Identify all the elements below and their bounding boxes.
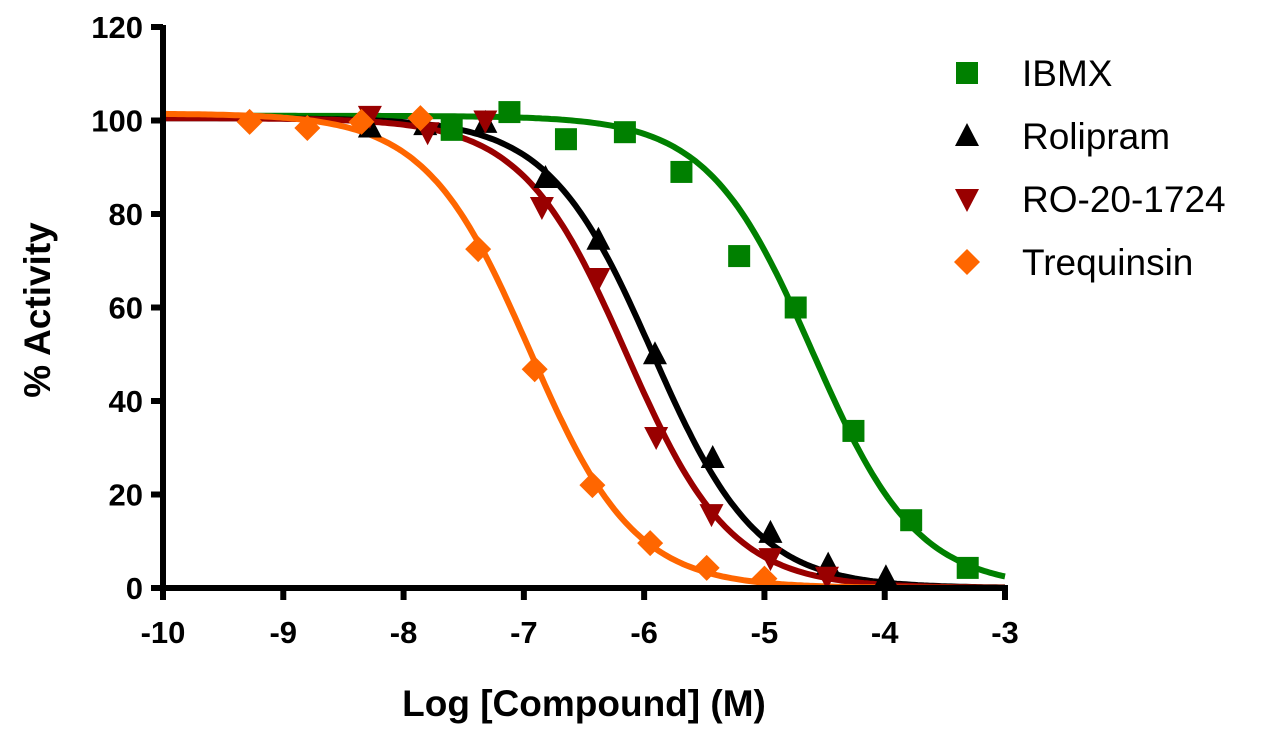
data-point-rolipram xyxy=(586,226,611,250)
fit-curve-trequinsin xyxy=(163,110,1005,591)
data-point-rolipram xyxy=(873,564,898,588)
y-tick-label: 20 xyxy=(109,478,143,513)
y-tick-label: 40 xyxy=(109,384,143,419)
y-tick-label: 80 xyxy=(109,197,143,232)
fit-curves xyxy=(163,110,1006,591)
legend-label-rolipram: Rolipram xyxy=(1022,116,1170,157)
legend: IBMX Rolipram RO-20-1724 Trequinsin xyxy=(954,53,1226,283)
y-tick-label: 60 xyxy=(109,291,143,326)
data-point-rolipram xyxy=(758,519,783,543)
x-tick-label: -7 xyxy=(510,615,538,650)
data-point-ibmx xyxy=(498,101,521,124)
data-point-ibmx xyxy=(554,128,577,151)
data-point-ibmx xyxy=(956,556,979,579)
legend-label-ro-20-1724: RO-20-1724 xyxy=(1022,179,1226,220)
x-tick-label: -10 xyxy=(141,615,186,650)
legend-marker-ro-20-1724 xyxy=(955,189,979,212)
data-point-ibmx xyxy=(613,121,636,144)
x-tick-label: -8 xyxy=(390,615,418,650)
x-tick-label: -9 xyxy=(269,615,297,650)
data-point-ibmx xyxy=(440,118,463,141)
y-tick-label: 100 xyxy=(91,104,143,139)
x-axis-label: Log [Compound] (M) xyxy=(402,683,766,724)
data-point-trequinsin xyxy=(465,236,492,263)
y-tick-label: 120 xyxy=(91,10,143,45)
fit-curve-rolipram xyxy=(163,115,1005,591)
data-point-ibmx xyxy=(900,509,923,532)
data-point-trequinsin xyxy=(236,108,263,135)
legend-label-trequinsin: Trequinsin xyxy=(1022,242,1193,283)
x-tick-label: -6 xyxy=(630,615,658,650)
data-point-ibmx xyxy=(728,245,751,268)
data-point-trequinsin xyxy=(579,472,606,499)
legend-marker-ibmx xyxy=(956,62,978,84)
data-point-trequinsin xyxy=(294,114,321,141)
data-point-trequinsin xyxy=(693,554,720,581)
data-point-trequinsin xyxy=(521,356,548,383)
data-point-ro-20-1724 xyxy=(586,268,611,292)
y-tick-label: 0 xyxy=(126,571,143,606)
data-point-ibmx xyxy=(842,419,865,442)
fit-curve-ibmx xyxy=(163,112,1006,580)
data-point-ro-20-1724 xyxy=(814,566,839,590)
data-point-rolipram xyxy=(642,341,667,365)
data-point-ibmx xyxy=(784,296,807,319)
fit-curve-ro-20-1724 xyxy=(163,115,1006,591)
data-point-ro-20-1724 xyxy=(758,548,783,572)
data-point-trequinsin xyxy=(637,530,664,557)
data-points xyxy=(236,101,979,592)
x-tick-label: -3 xyxy=(991,615,1019,650)
data-point-ro-20-1724 xyxy=(473,110,498,134)
y-axis-label: % Activity xyxy=(17,222,58,398)
legend-marker-rolipram xyxy=(955,123,979,146)
data-point-ibmx xyxy=(670,160,693,183)
x-tick-label: -5 xyxy=(751,615,779,650)
legend-label-ibmx: IBMX xyxy=(1022,53,1112,94)
data-point-rolipram xyxy=(700,445,725,469)
data-point-ro-20-1724 xyxy=(644,426,669,450)
data-point-trequinsin xyxy=(348,108,375,135)
legend-marker-trequinsin xyxy=(954,249,980,275)
data-point-ro-20-1724 xyxy=(699,504,724,528)
data-point-rolipram xyxy=(533,165,558,189)
x-tick-label: -4 xyxy=(871,615,899,650)
data-point-trequinsin xyxy=(407,105,434,132)
data-point-ro-20-1724 xyxy=(529,196,554,220)
axes: -10 -9 -8 -7 -6 -5 -4 -3 0 20 40 60 80 100 120 xyxy=(91,10,1019,650)
